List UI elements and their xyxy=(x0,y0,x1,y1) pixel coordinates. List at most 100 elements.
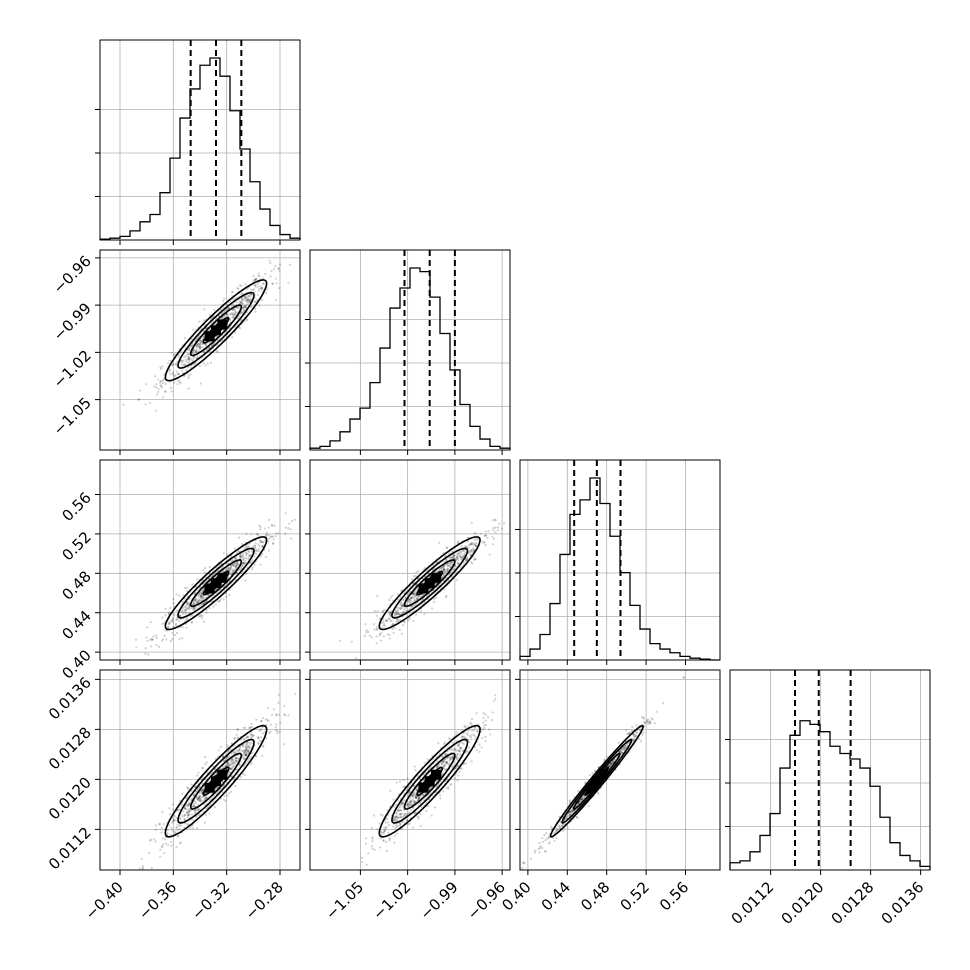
scatter-point xyxy=(287,281,290,284)
scatter-point xyxy=(474,544,477,547)
scatter-point xyxy=(182,810,185,813)
scatter-point xyxy=(193,785,196,788)
scatter-point xyxy=(183,363,186,367)
scatter-point xyxy=(397,598,400,601)
scatter-point xyxy=(198,598,202,602)
scatter-point xyxy=(221,780,225,783)
scatter-point xyxy=(257,274,260,277)
scatter-point xyxy=(244,295,247,299)
scatter-point xyxy=(171,631,174,634)
scatter-point xyxy=(447,787,450,791)
scatter-point xyxy=(481,737,484,740)
scatter-point xyxy=(414,574,417,578)
scatter-point xyxy=(248,757,252,760)
scatter-point xyxy=(240,318,243,321)
scatter-point xyxy=(247,550,251,553)
scatter-point xyxy=(158,822,161,826)
scatter-point xyxy=(190,813,194,816)
scatter-point xyxy=(199,343,202,346)
scatter-point xyxy=(234,564,238,568)
scatter-point xyxy=(255,298,259,302)
scatter-point xyxy=(230,775,233,778)
scatter-point xyxy=(260,729,263,732)
scatter-point xyxy=(243,751,246,754)
scatter-point xyxy=(386,817,389,820)
scatter-point xyxy=(245,554,248,557)
contour-level-0 xyxy=(164,279,268,382)
scatter-point xyxy=(242,726,245,729)
scatter-point xyxy=(415,788,418,792)
scatter-point xyxy=(235,562,239,565)
scatter-point xyxy=(450,557,454,560)
scatter-point xyxy=(394,818,397,822)
scatter-point xyxy=(220,767,223,771)
scatter-point xyxy=(251,725,254,729)
scatter-point xyxy=(443,588,446,591)
scatter-point xyxy=(401,802,405,805)
scatter-point xyxy=(395,815,398,818)
scatter-point xyxy=(249,743,252,746)
scatter-point xyxy=(481,540,484,543)
scatter-point xyxy=(204,343,207,346)
scatter-point xyxy=(246,299,249,303)
scatter-point xyxy=(250,533,253,536)
scatter-point xyxy=(239,555,242,558)
scatter-point xyxy=(238,302,242,305)
hist-panel-1 xyxy=(305,249,511,455)
scatter-point xyxy=(541,846,544,850)
scatter-point xyxy=(261,290,264,293)
scatter-point xyxy=(196,343,199,347)
scatter-point xyxy=(240,301,243,304)
scatter-point xyxy=(257,289,260,293)
scatter-point xyxy=(463,561,466,564)
scatter-point xyxy=(394,816,398,819)
density-cell xyxy=(424,776,435,787)
scatter-point xyxy=(159,380,162,383)
scatter-point xyxy=(258,524,261,527)
scatter-point xyxy=(228,567,231,570)
scatter-point xyxy=(242,553,245,556)
scatter-point xyxy=(421,602,424,605)
scatter-point xyxy=(232,312,235,315)
scatter-point xyxy=(151,638,154,641)
scatter-point xyxy=(408,601,412,605)
scatter-point xyxy=(221,780,224,783)
scatter-point xyxy=(233,565,236,568)
scatter-point xyxy=(218,600,221,603)
scatter-point xyxy=(380,831,383,834)
scatter-point xyxy=(445,761,448,764)
scatter-point xyxy=(453,748,456,751)
scatter-point xyxy=(233,564,236,567)
scatter-point xyxy=(229,790,233,793)
scatter-point xyxy=(196,578,199,581)
scatter-point xyxy=(193,347,196,351)
scatter-point xyxy=(382,624,385,627)
scatter-point xyxy=(405,804,408,807)
scatter-point xyxy=(261,544,264,547)
scatter-point xyxy=(445,581,448,584)
scatter-point xyxy=(167,622,170,626)
scatter-point xyxy=(464,545,467,549)
scatter-point xyxy=(255,755,258,758)
scatter-point xyxy=(278,263,282,266)
scatter-point xyxy=(175,631,179,635)
scatter-point xyxy=(445,761,448,764)
scatter-point xyxy=(231,316,234,319)
scatter-point xyxy=(205,611,208,614)
scatter-point xyxy=(245,749,248,752)
scatter-point xyxy=(261,726,264,729)
scatter-point xyxy=(229,763,233,766)
scatter-point xyxy=(470,521,473,524)
scatter-point xyxy=(486,536,489,539)
scatter-point xyxy=(164,629,168,632)
scatter-point xyxy=(454,748,457,751)
scatter-point xyxy=(191,827,194,830)
scatter-point xyxy=(173,815,177,818)
scatter-point xyxy=(463,735,466,739)
scatter-point xyxy=(365,863,368,866)
scatter-point xyxy=(452,556,455,559)
scatter-point xyxy=(195,827,199,830)
scatter-point xyxy=(202,336,205,339)
scatter-point xyxy=(230,291,233,294)
scatter-point xyxy=(246,298,249,301)
